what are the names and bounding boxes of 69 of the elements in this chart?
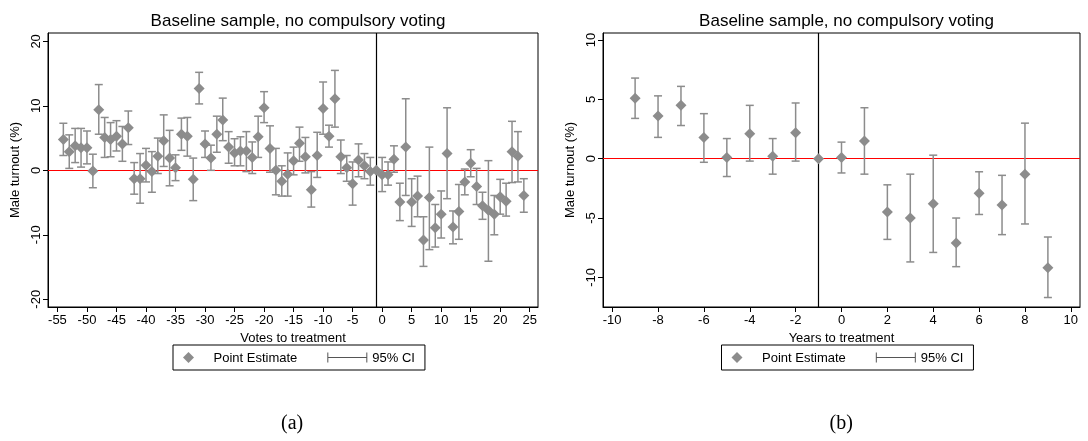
chart-title: Baseline sample, no compulsory voting [150,11,446,30]
chart-title: Baseline sample, no compulsory voting [699,11,994,30]
y-axis-title: Male turnout (%) [562,121,578,219]
point [904,212,916,224]
point [1042,262,1054,274]
point [858,135,870,147]
x-axis-title: Years to treatment [788,329,895,345]
x-axis-title: Votes to treatment [240,329,347,345]
text: 95% CI [920,350,964,365]
y-tick-label: -5 [583,212,598,224]
y-tick-label: 10 [28,98,43,114]
x-tick-label: -55 [48,312,67,327]
x-tick-label: 25 [522,312,537,327]
x-tick-label: -30 [195,312,215,327]
point [996,199,1008,211]
x-tick-label: -5 [346,312,359,327]
x-tick-label: -2 [789,312,802,327]
y-tick-label: 10 [583,32,598,48]
x-tick-label: -8 [652,312,664,327]
y-tick-label: 20 [28,34,43,49]
x-tick-label: -15 [284,312,303,327]
x-tick-label: -20 [254,312,274,327]
legend-label: Point Estimate [762,350,846,365]
y-axis-title: Male turnout (%) [7,121,23,219]
x-tick-label: 0 [378,312,386,327]
x-tick-label: -10 [602,312,622,327]
x-tick-label: 8 [1021,312,1029,327]
y-tick-label: -10 [28,225,43,245]
point [790,127,802,139]
point [813,153,825,165]
y-tick-label: 0 [28,166,43,174]
point [629,92,641,104]
x-tick-label: 20 [492,312,508,327]
x-tick-label: 15 [463,312,478,327]
x-tick-label: -25 [225,312,244,327]
y-tick-label: 5 [583,95,598,104]
x-tick-label: 4 [929,312,937,327]
point [927,198,939,210]
point [675,99,687,111]
y-tick-label: -10 [583,267,598,287]
point [950,237,962,249]
text: (a) [281,411,304,434]
point [744,128,756,140]
point [721,152,733,164]
x-tick-label: -10 [313,312,333,327]
point [698,131,710,143]
point [881,206,893,218]
x-tick-label: 6 [975,312,983,327]
point [652,110,664,122]
point [1019,168,1031,180]
text: 95% CI [372,350,415,365]
x-tick-label: -6 [698,312,710,327]
x-tick-label: 10 [1063,312,1079,327]
x-tick-label: 5 [408,312,416,327]
point [973,187,985,199]
text: (b) [829,411,853,434]
x-tick-label: -4 [743,312,756,327]
x-tick-label: 10 [433,312,449,327]
x-tick-label: -40 [136,312,156,327]
y-tick-label: -20 [28,289,43,309]
x-tick-label: -35 [166,312,185,327]
point [836,152,847,164]
y-tick-label: 0 [583,155,598,163]
x-tick-label: -45 [107,312,126,327]
x-tick-label: -50 [77,312,97,327]
x-tick-label: 2 [883,312,891,327]
x-tick-label: 0 [837,312,846,327]
legend-label: Point Estimate [213,350,298,365]
point [767,150,779,162]
